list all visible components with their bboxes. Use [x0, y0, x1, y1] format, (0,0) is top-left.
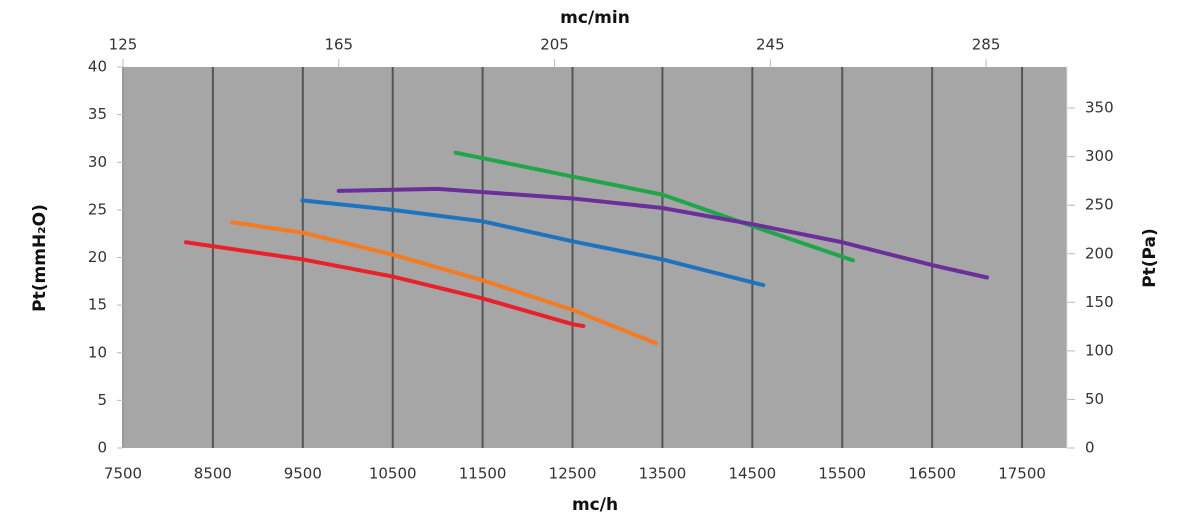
series-line	[230, 220, 659, 346]
x2-tick-label: 165	[324, 36, 353, 54]
y2-tick-label: 350	[1085, 99, 1114, 117]
y-tick-label: 35	[88, 105, 107, 123]
y-tick-label: 30	[88, 153, 107, 171]
y-tick-label: 0	[97, 439, 107, 457]
x2-axis-title: mc/min	[560, 8, 630, 28]
y2-tick-label: 150	[1085, 293, 1114, 311]
y2-tick-label: 300	[1085, 147, 1114, 165]
y-tick-label: 25	[88, 200, 107, 218]
x-tick-label: 8500	[194, 465, 232, 483]
x-tick-label: 10500	[369, 465, 417, 483]
y2-tick-label: 200	[1085, 244, 1114, 262]
y-tick-label: 5	[97, 391, 107, 409]
series-line	[453, 150, 856, 263]
y-tick-label: 10	[88, 343, 107, 361]
x-tick-label: 13500	[639, 465, 687, 483]
x2-tick-label: 205	[540, 36, 569, 54]
series-line	[300, 198, 766, 288]
x-tick-label: 17500	[998, 465, 1046, 483]
plot-area	[123, 67, 1067, 448]
y2-tick-label: 50	[1085, 390, 1104, 408]
x2-tick-label: 285	[972, 36, 1001, 54]
y-tick-label: 40	[88, 58, 107, 76]
y2-axis-title: Pt(Pa)	[1140, 228, 1160, 288]
x-tick-label: 14500	[728, 465, 776, 483]
x-axis-title: mc/h	[572, 495, 618, 515]
series-line	[336, 186, 989, 280]
x2-tick-label: 245	[756, 36, 785, 54]
x-tick-label: 12500	[549, 465, 597, 483]
x-tick-label: 11500	[459, 465, 507, 483]
x-tick-label: 9500	[284, 465, 322, 483]
y-tick-label: 20	[88, 248, 107, 266]
y-axis-title: Pt(mmH₂O)	[30, 204, 50, 312]
series-line	[183, 240, 586, 329]
x-tick-label: 15500	[818, 465, 866, 483]
y2-tick-label: 250	[1085, 196, 1114, 214]
y2-tick-label: 0	[1085, 439, 1095, 457]
y2-tick-label: 100	[1085, 341, 1114, 359]
y-tick-label: 15	[88, 296, 107, 314]
x2-tick-label: 125	[109, 36, 138, 54]
x-tick-label: 16500	[908, 465, 956, 483]
x-tick-label: 7500	[104, 465, 142, 483]
